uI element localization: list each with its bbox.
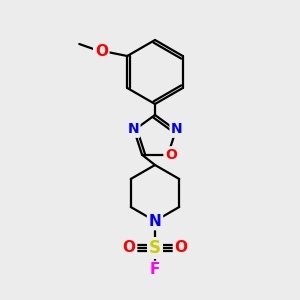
Text: O: O: [175, 241, 188, 256]
Text: F: F: [150, 262, 160, 278]
Text: N: N: [171, 122, 183, 136]
Text: O: O: [122, 241, 136, 256]
Text: S: S: [149, 239, 161, 257]
Text: O: O: [165, 148, 177, 162]
Text: O: O: [95, 44, 108, 59]
Text: N: N: [148, 214, 161, 229]
Text: N: N: [127, 122, 139, 136]
